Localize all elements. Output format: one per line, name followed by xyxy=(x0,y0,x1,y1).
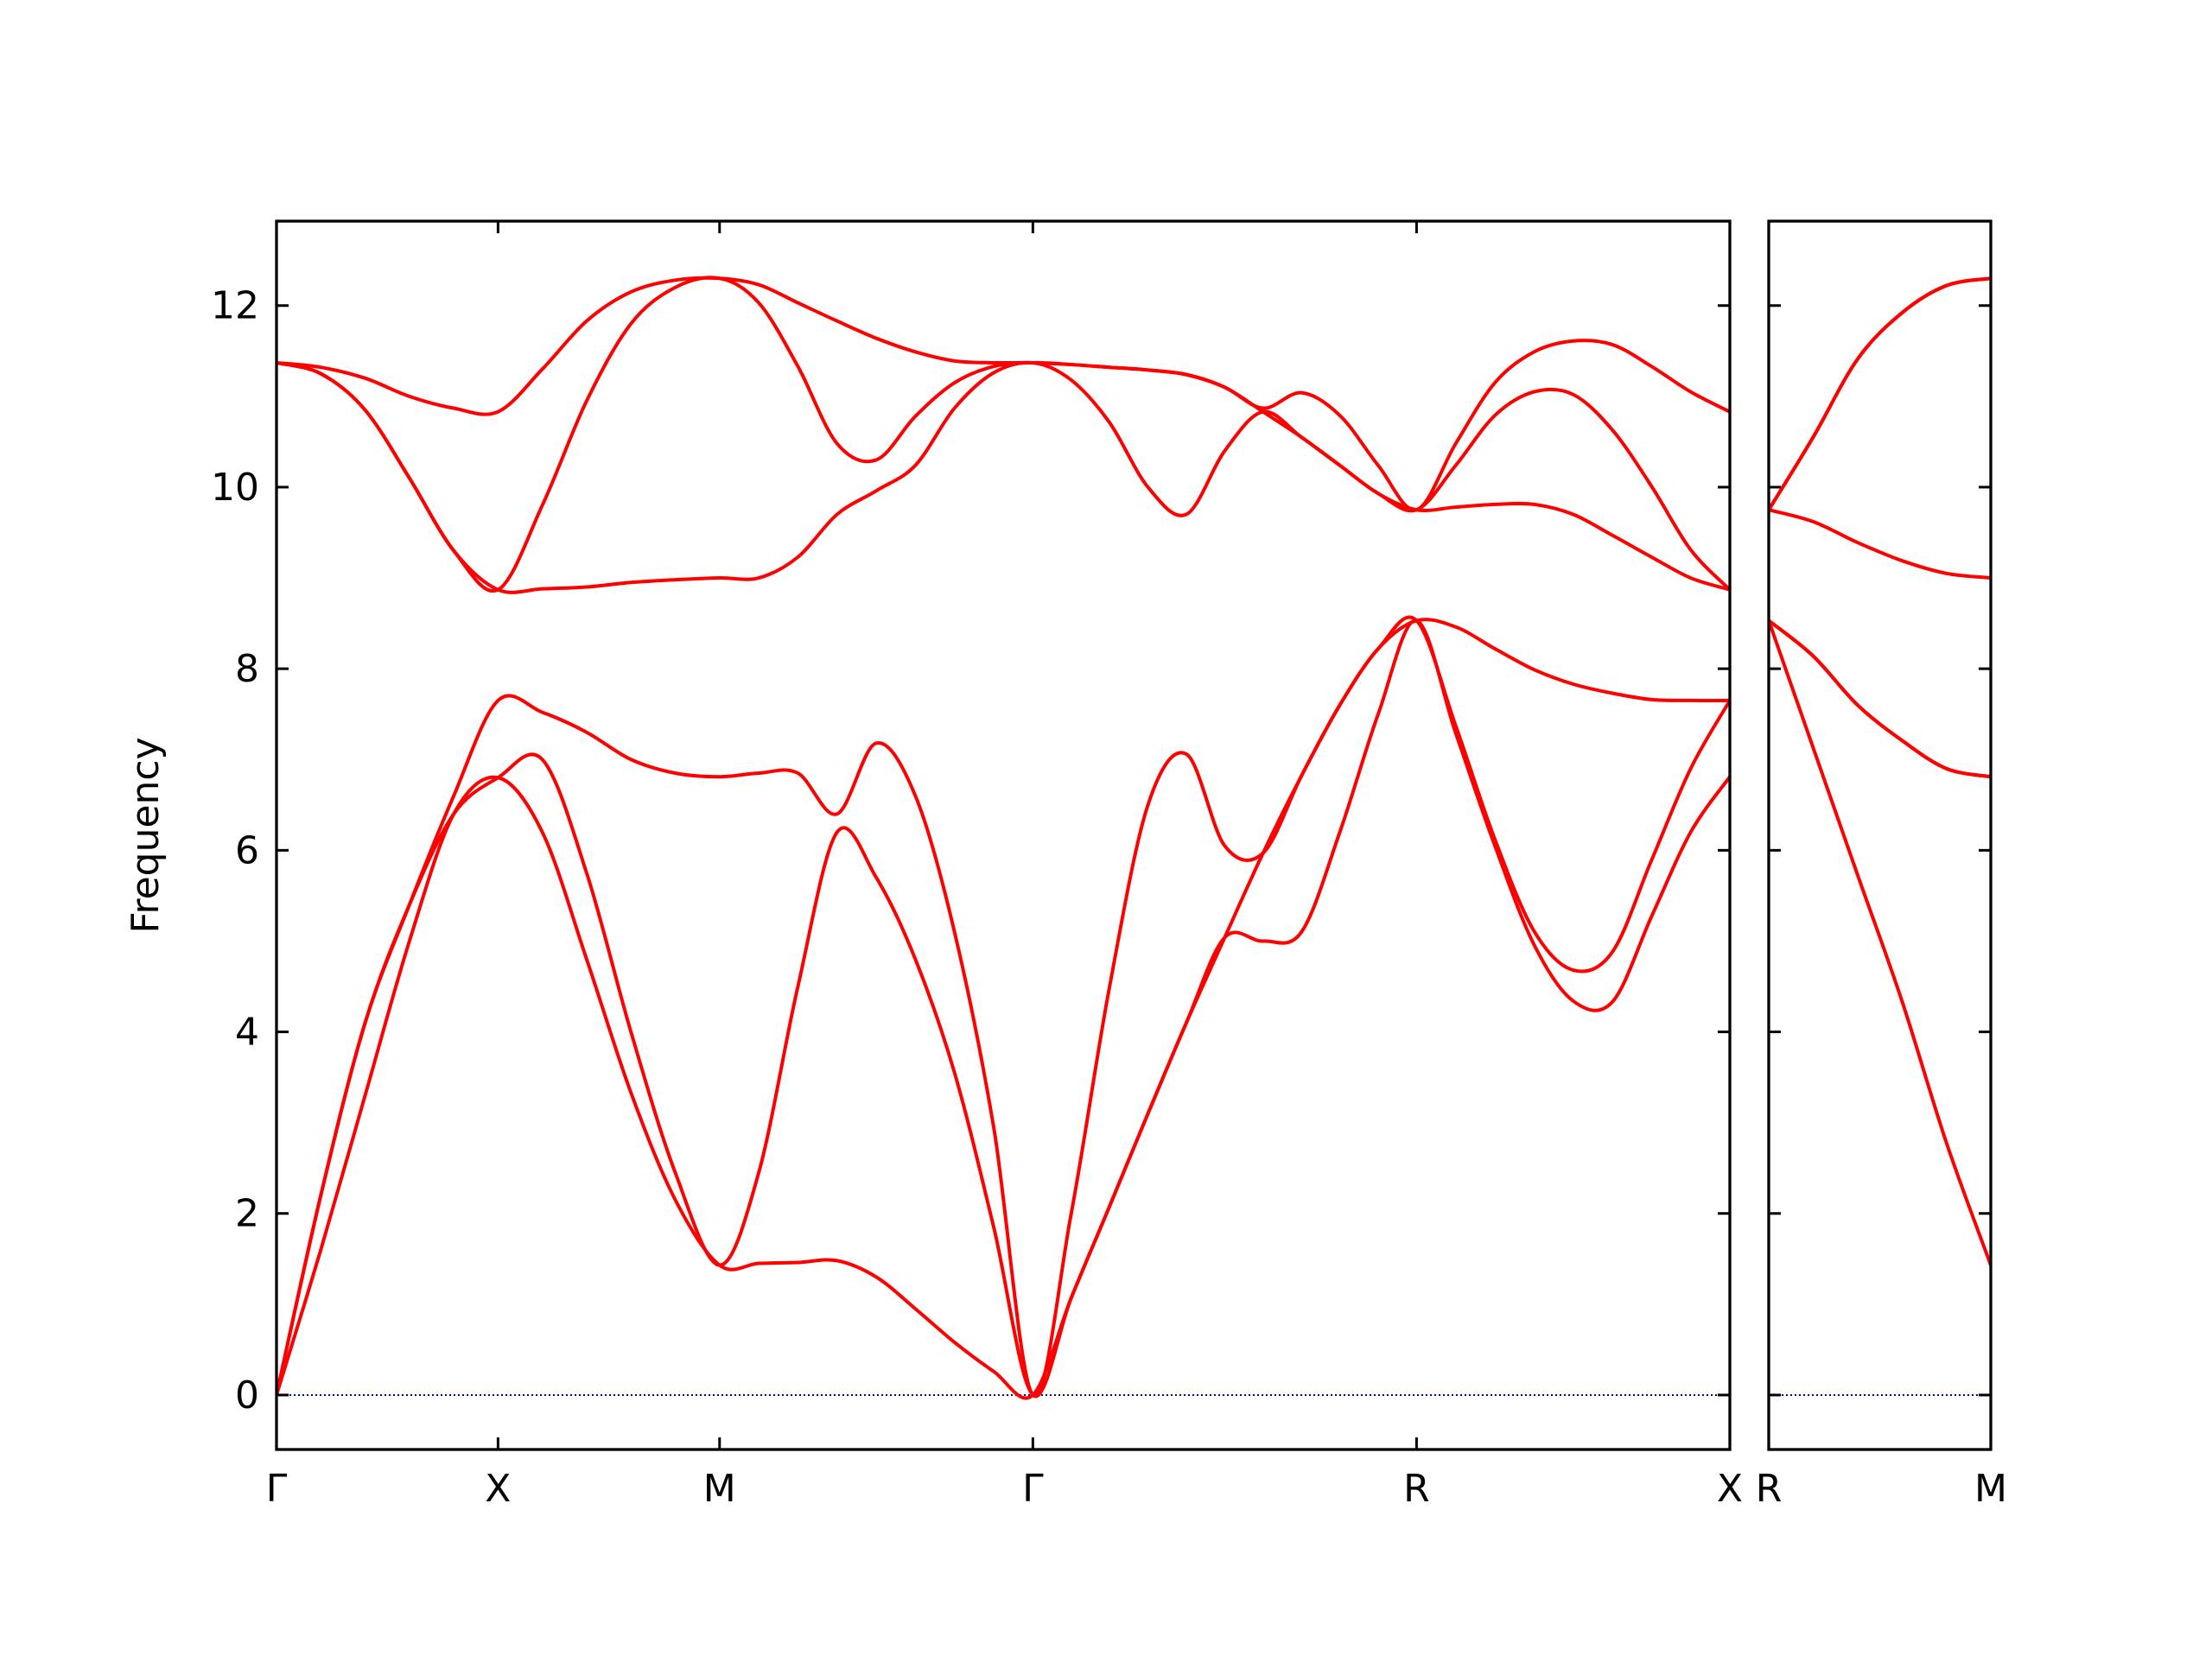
band-line xyxy=(276,615,1730,1399)
band-line xyxy=(1769,618,1991,779)
plot-area xyxy=(1769,276,1991,1396)
axes-frame xyxy=(1767,219,1993,1451)
band-line xyxy=(1769,276,1991,512)
band-line xyxy=(1769,508,1991,580)
x-tick-label: X xyxy=(485,1467,511,1511)
x-tick-label: Γ xyxy=(1022,1467,1044,1511)
y-tick-label: 4 xyxy=(235,1011,259,1055)
band-line xyxy=(276,618,1730,1399)
y-axis-label: Frequency xyxy=(124,737,168,933)
y-tick-label: 12 xyxy=(211,284,259,328)
axes-frame xyxy=(275,219,1732,1451)
band-line xyxy=(276,276,1730,512)
plot-area xyxy=(276,276,1730,1400)
x-tick-label: R xyxy=(1756,1467,1783,1511)
y-tick-label: 0 xyxy=(235,1373,259,1418)
y-tick-label: 8 xyxy=(235,647,259,691)
band-line xyxy=(276,360,1730,594)
band-line xyxy=(276,276,1730,593)
x-tick-label: Γ xyxy=(266,1467,288,1511)
band-line xyxy=(1769,618,1991,1267)
y-tick-label: 6 xyxy=(235,828,259,872)
x-tick-label: R xyxy=(1403,1467,1430,1511)
y-tick-label: 10 xyxy=(211,466,259,510)
x-tick-label: M xyxy=(703,1467,736,1511)
panel: 0 2 4 6 8 10 12 Γ X M Γ R X Frequency xyxy=(124,219,1743,1511)
band-line xyxy=(1769,276,1991,512)
y-tick-label: 2 xyxy=(235,1192,259,1236)
x-tick-label: X xyxy=(1717,1467,1743,1511)
x-tick-label: M xyxy=(1974,1467,2007,1511)
band-line xyxy=(1769,618,1991,779)
